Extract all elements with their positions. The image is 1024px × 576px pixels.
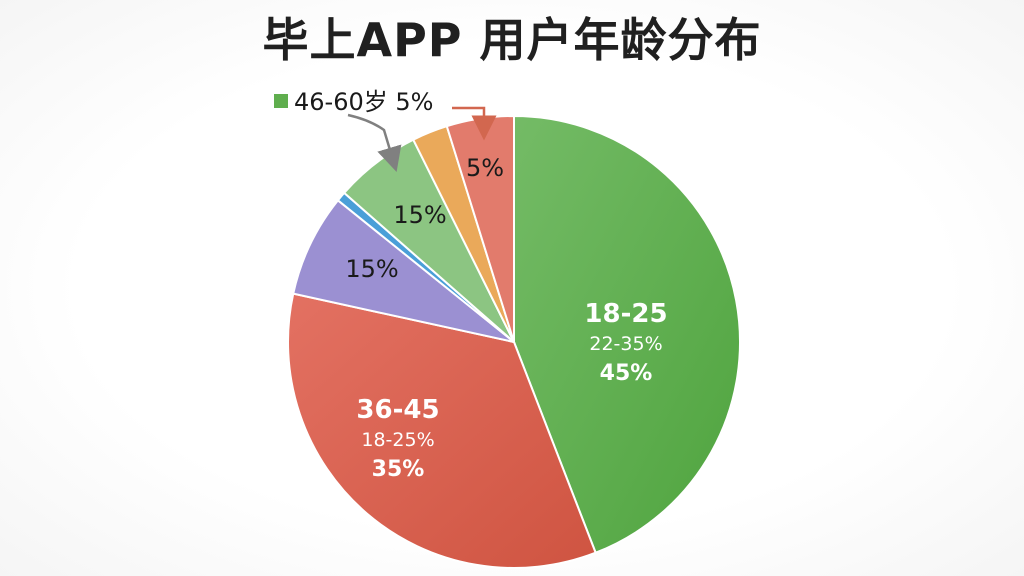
pie-slice-label-s1-1: 22-35%: [589, 333, 662, 355]
callout-arrow-red: [452, 106, 497, 141]
chart-title: 毕上APP 用户年龄分布: [262, 13, 762, 67]
pie-slice-s3: [292, 198, 515, 343]
pie-slice-label-s2-0: 36-45: [356, 395, 439, 425]
pie-slice-label-s5-0: 15%: [393, 201, 446, 229]
pie-slice-labels: 18-25 22-35% 45% 36-45 18-25% 35% 15% 15% 5%: [345, 154, 667, 482]
pie-slice-s1: [513, 114, 741, 555]
pie-slice-label-s7-0: 5%: [466, 154, 504, 182]
pie-slices: [287, 114, 741, 569]
pie-slice-label-s1-0: 18-25: [584, 299, 667, 329]
pie-slice-label-s2-2: 35%: [372, 457, 425, 482]
pie-slice-label-s1-2: 45%: [600, 361, 653, 386]
legend-swatch: [274, 94, 288, 108]
legend-label: 46-60岁 5%: [294, 88, 433, 116]
pie-slice-label-s3-0: 15%: [345, 255, 398, 283]
pie-slice-s2: [287, 292, 597, 569]
callout-arrow-gray: [347, 113, 402, 172]
legend: 46-60岁 5%: [274, 88, 433, 116]
pie-slice-label-s2-1: 18-25%: [361, 429, 434, 451]
